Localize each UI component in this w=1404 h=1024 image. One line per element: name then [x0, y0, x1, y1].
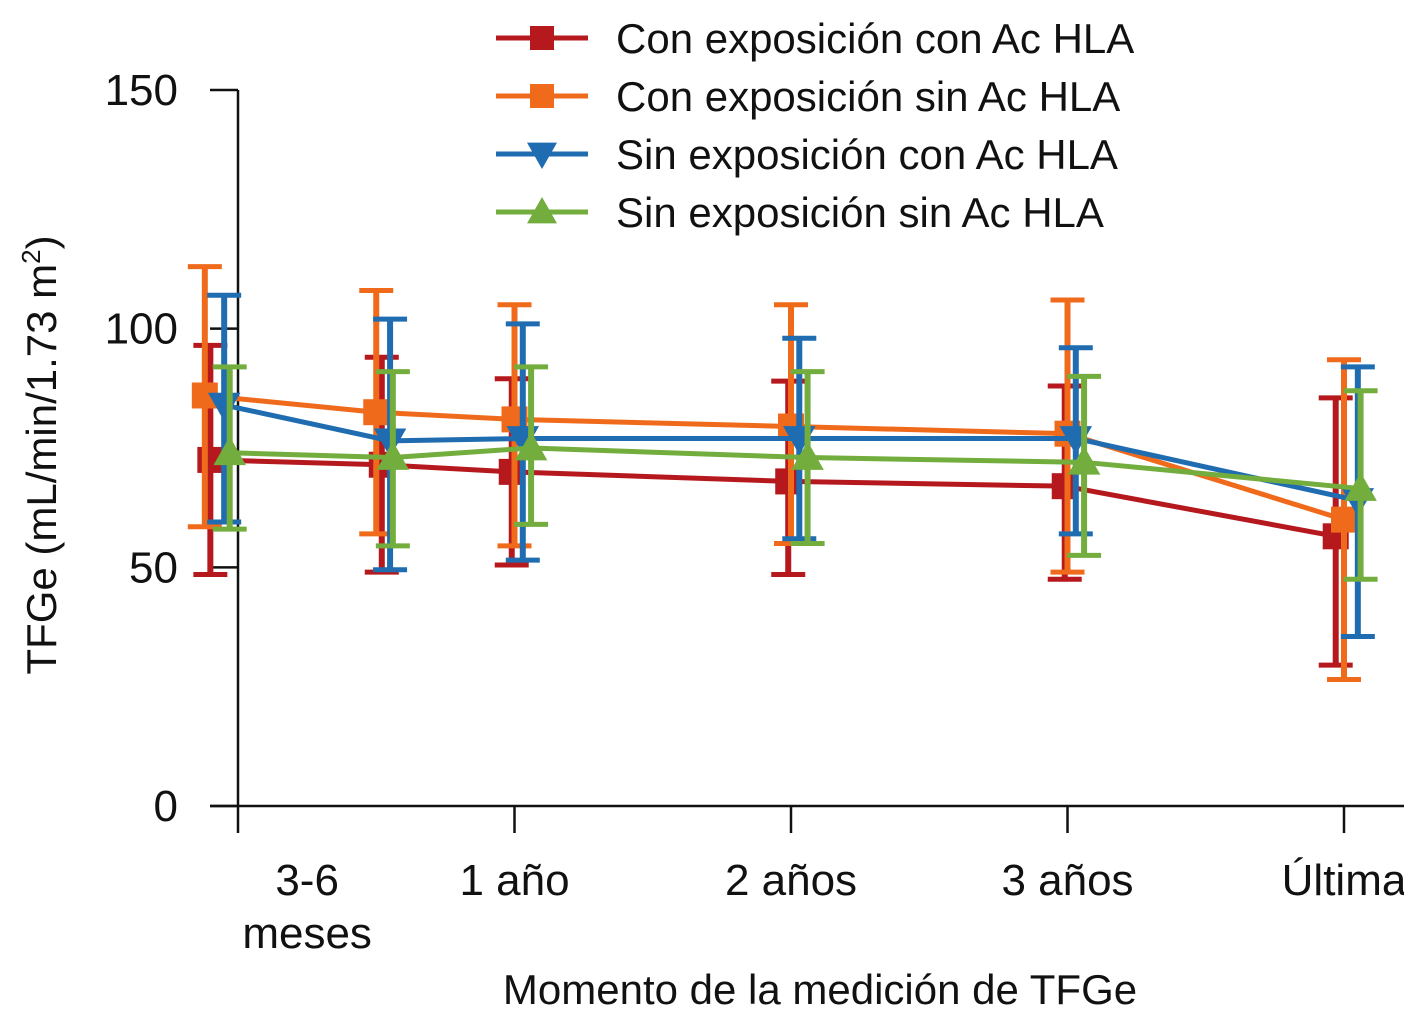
legend-label-1: Con exposición sin Ac HLA	[616, 73, 1120, 120]
y-tick-label-150: 150	[105, 66, 178, 115]
y-tick-label-0: 0	[154, 782, 178, 831]
data-point-s3-p5	[1344, 472, 1377, 501]
data-point-s3-p3	[791, 441, 824, 470]
y-axis-title-superscript: 2	[16, 249, 46, 263]
y-axis-title-close: )	[18, 235, 65, 249]
y-axis-title-main: TFGe (mL/min/1.73 m	[18, 264, 65, 675]
series-3	[212, 364, 1378, 582]
y-tick-label-50: 50	[129, 543, 178, 592]
legend-marker-1	[530, 84, 554, 108]
y-tick-label-100: 100	[105, 305, 178, 354]
data-point-s3-p0	[213, 436, 246, 466]
data-point-s3-p2	[514, 431, 548, 461]
series-line-0	[210, 457, 1337, 539]
series-line-3	[229, 445, 1361, 492]
series-0	[193, 342, 1353, 668]
x-axis-title: Momento de la medición de TFGe	[503, 966, 1137, 1013]
legend-marker-3	[527, 197, 557, 224]
x-tick-label-2: 2 años	[725, 856, 857, 905]
legend-label-3: Sin exposición sin Ac HLA	[616, 189, 1104, 236]
data-point-s1-p1	[363, 399, 390, 426]
x-tick-label-3: 3 años	[1001, 856, 1133, 905]
legend-label-0: Con exposición con Ac HLA	[616, 15, 1134, 62]
y-axis: 0 50 100 150	[105, 66, 240, 831]
x-tick-label-0: 3-6	[275, 856, 339, 905]
y-axis-title: TFGe (mL/min/1.73 m2)	[16, 235, 65, 674]
x-tick-label-4: Última	[1282, 856, 1404, 905]
x-tick-label-0-line2: meses	[242, 909, 372, 958]
legend: Con exposición con Ac HLA Con exposición …	[496, 15, 1134, 236]
legend-marker-0	[530, 26, 554, 50]
data-point-s1-p5	[1331, 506, 1357, 533]
data-point-s3-p1	[376, 441, 410, 470]
legend-label-2: Sin exposición con Ac HLA	[616, 131, 1118, 178]
legend-marker-2	[527, 142, 557, 169]
series-line-2	[223, 402, 1359, 503]
data-point-s3-p4	[1067, 446, 1101, 475]
plot-area	[187, 264, 1378, 683]
x-tick-label-1: 1 año	[459, 856, 569, 905]
